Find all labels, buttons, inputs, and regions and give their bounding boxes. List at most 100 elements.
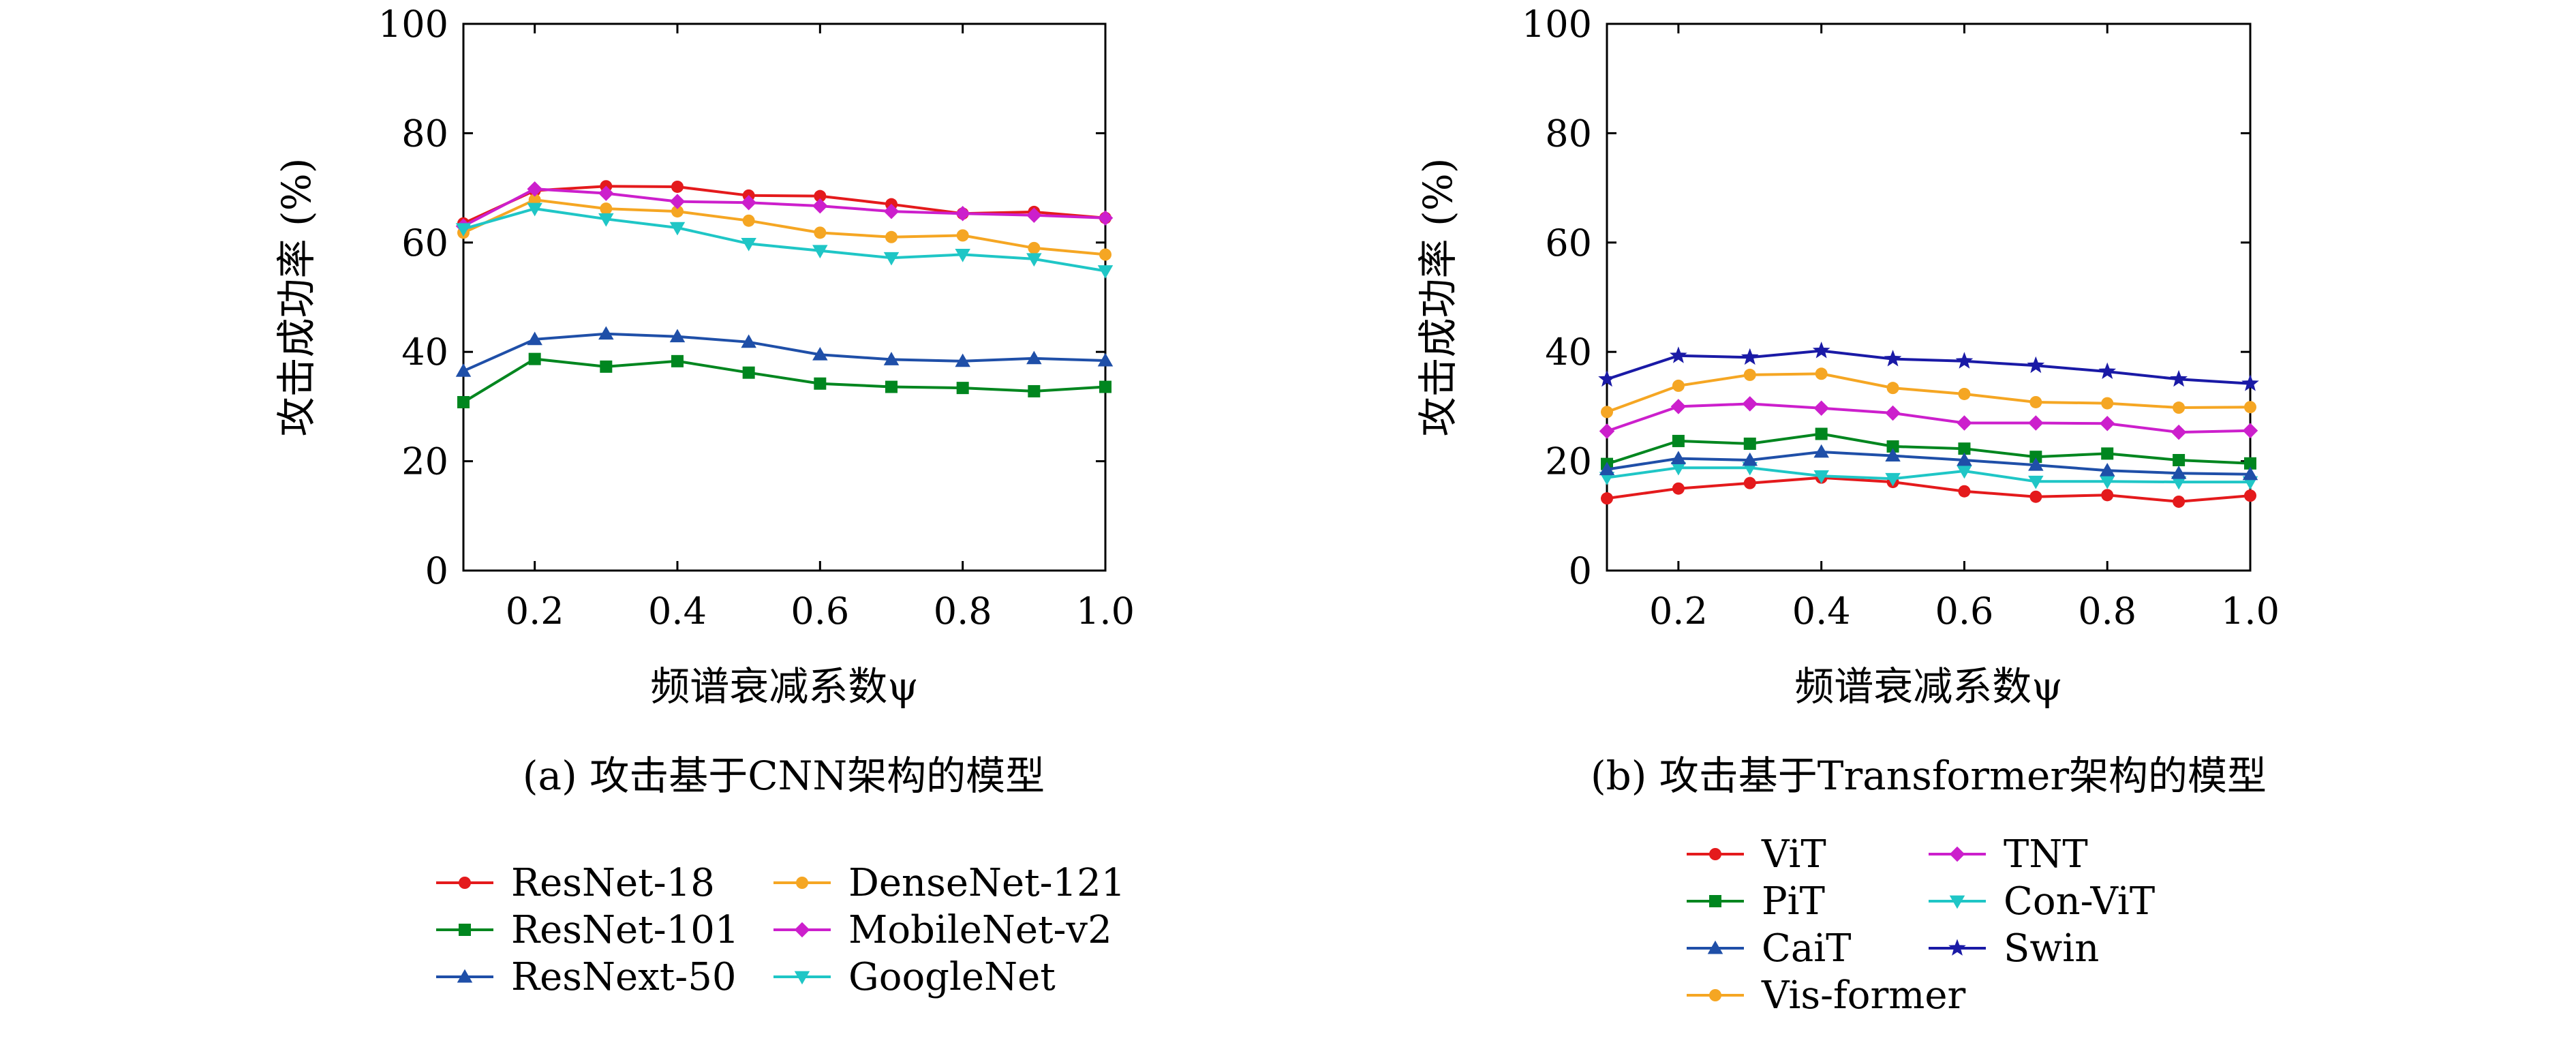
data-point [2099, 462, 2115, 476]
legend-item: TNT [1929, 832, 2088, 877]
data-point [955, 206, 970, 222]
series-line [462, 357, 1106, 404]
data-point [1812, 342, 1830, 359]
series-vis-former [1601, 367, 2256, 419]
y-axis-label: 攻击成功率 (%) [273, 158, 320, 437]
legend-item: ViT [1687, 832, 1826, 877]
data-point [2244, 401, 2256, 414]
data-point [1815, 427, 1828, 440]
data-point [955, 249, 970, 262]
x-tick-label: 0.6 [791, 590, 849, 633]
series-line [463, 198, 1106, 256]
y-axis-label: 攻击成功率 (%) [1415, 158, 1461, 437]
data-point [2173, 453, 2186, 466]
data-point [457, 395, 470, 408]
data-point [2029, 451, 2042, 464]
data-point [2028, 415, 2044, 431]
series-line [463, 332, 1106, 373]
legend-item: Con-ViT [1929, 879, 2155, 924]
data-point [1815, 367, 1828, 380]
data-point [814, 226, 827, 239]
series-pit [1601, 427, 2256, 470]
data-point [1672, 482, 1685, 495]
legend-item: PiT [1687, 879, 1825, 924]
data-point [2171, 424, 2187, 440]
data-point [1028, 241, 1041, 254]
data-point [2028, 475, 2044, 489]
series-line [463, 187, 1106, 228]
y-tick-label: 40 [1545, 331, 1592, 374]
data-point [1026, 207, 1042, 223]
data-point [1670, 399, 1687, 414]
data-point [2171, 476, 2187, 490]
data-point [455, 363, 472, 377]
data-point [1884, 350, 1902, 367]
data-point [741, 334, 756, 348]
series-line [1606, 432, 2251, 466]
data-point [1955, 352, 1974, 369]
data-point [2170, 369, 2188, 387]
series-vit [1601, 471, 2256, 508]
series-line [1606, 450, 2251, 476]
plot-frame [462, 22, 1107, 572]
data-point [1097, 265, 1114, 279]
data-point [1028, 384, 1041, 397]
data-point [1743, 437, 1756, 450]
panel-caption: (a) 攻击基于CNN架构的模型 [523, 753, 1045, 799]
legend-item: ResNext-50 [436, 955, 736, 999]
data-point [812, 198, 828, 214]
series-line [463, 185, 1106, 225]
legend-marker [1709, 895, 1721, 907]
data-point [1813, 400, 1829, 417]
data-point [814, 190, 827, 202]
series-resnext-50 [455, 326, 1114, 377]
data-point [671, 205, 684, 218]
y-tick-label: 60 [1545, 222, 1592, 264]
data-point [1743, 368, 1756, 381]
legend-marker [1948, 939, 1966, 956]
data-point [956, 229, 969, 242]
legend-label: ViT [1761, 832, 1826, 877]
legend-label: PiT [1762, 879, 1825, 924]
data-point [1670, 451, 1687, 465]
x-axis-label: 频谱衰减系数ψ [1794, 663, 2062, 710]
legend-item: MobileNet-v2 [773, 908, 1112, 952]
panel-b: 0 20 40 60 80 100 0.2 0.4 0.6 0.8 1.0 频谱衰减系数ψ 攻击成功率 … [1415, 3, 2280, 1018]
x-tick-label: 0.8 [934, 590, 992, 633]
legend-marker [796, 877, 808, 889]
data-point [2099, 416, 2115, 431]
data-point [669, 222, 686, 236]
data-point [2099, 475, 2115, 489]
series-tnt [1599, 396, 2258, 440]
data-point [2244, 457, 2256, 470]
legend: ResNet-18 DenseNet-121 ResNet-101 MobileNet… [436, 861, 1125, 999]
data-point [742, 366, 755, 379]
data-point [1670, 461, 1687, 476]
data-point [1885, 472, 1901, 487]
y-tick-label: 80 [401, 112, 448, 155]
legend-item: GoogleNet [773, 955, 1056, 999]
legend-item: DenseNet-121 [773, 861, 1125, 905]
legend-label: ResNet-101 [511, 908, 739, 952]
legend-label: Con-ViT [2004, 879, 2155, 924]
legend-item: ResNet-101 [436, 908, 739, 952]
x-tick-label: 0.2 [506, 590, 564, 633]
data-point [1885, 405, 1901, 421]
data-point [1099, 380, 1111, 393]
legend-marker [1949, 895, 1965, 909]
data-point [1026, 350, 1042, 365]
data-point [2242, 466, 2258, 481]
legend-marker [794, 971, 810, 985]
data-point [2029, 395, 2042, 408]
data-point [883, 203, 900, 219]
data-point [1599, 423, 1615, 439]
series-cait [1599, 444, 2258, 481]
series-swin [1598, 342, 2259, 391]
data-point [883, 352, 900, 365]
data-point [2171, 465, 2187, 479]
data-point [1958, 442, 1971, 455]
data-point [669, 194, 686, 209]
x-tick-label: 0.8 [2078, 590, 2136, 633]
y-tick-label: 100 [378, 3, 448, 46]
